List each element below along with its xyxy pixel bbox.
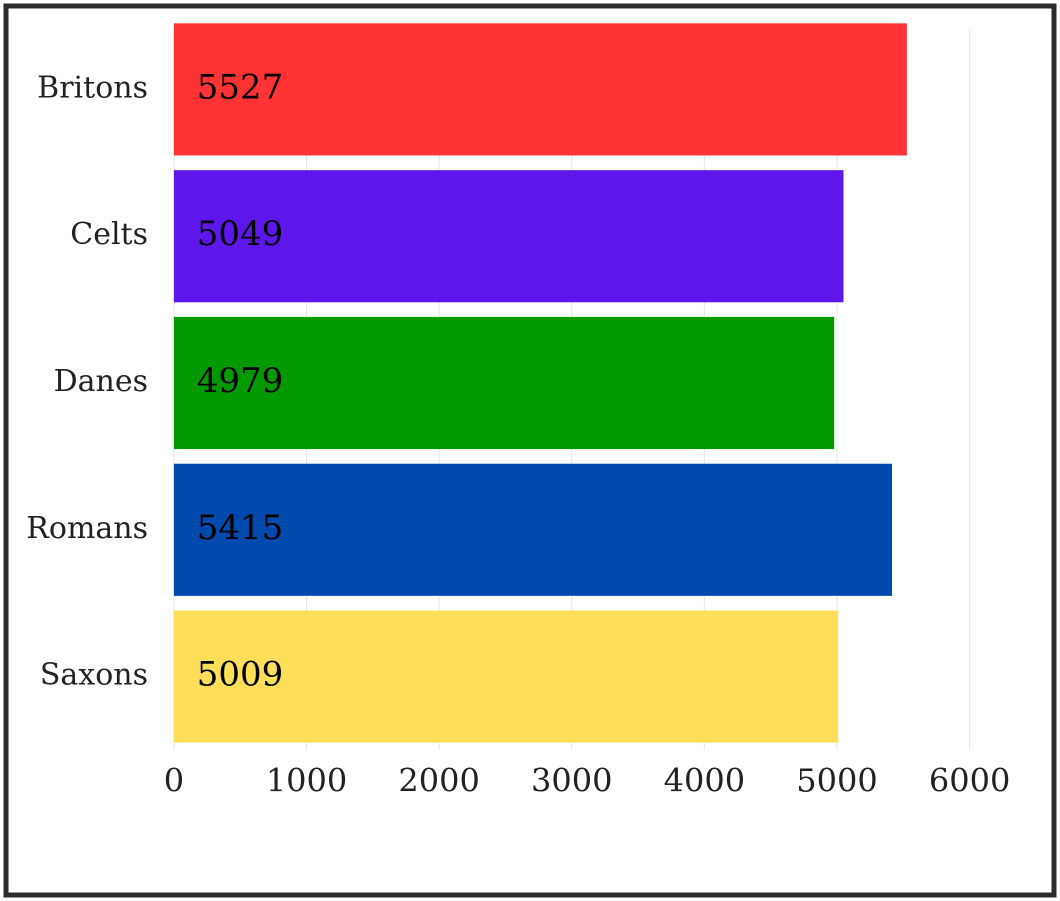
bar (173, 170, 844, 303)
bar (173, 610, 839, 743)
x-tick-label: 0 (164, 762, 184, 800)
value-label: 4979 (197, 361, 284, 401)
category-label: Celts (70, 217, 148, 252)
x-tick-label: 6000 (929, 762, 1010, 800)
x-tick-label: 5000 (796, 762, 877, 800)
x-tick-label: 1000 (266, 762, 347, 800)
category-label: Romans (26, 511, 148, 546)
value-label: 5009 (197, 655, 284, 695)
value-label: 5049 (197, 214, 284, 254)
bar (173, 463, 893, 596)
bar (173, 316, 835, 450)
category-label: Danes (54, 364, 148, 399)
category-label: Britons (37, 70, 148, 105)
x-tick-label: 3000 (531, 762, 612, 800)
x-tick-label: 2000 (398, 762, 479, 800)
category-label: Saxons (40, 658, 148, 693)
bar (173, 23, 907, 156)
value-label: 5527 (197, 67, 284, 107)
value-label: 5415 (197, 508, 284, 548)
x-tick-label: 4000 (664, 762, 745, 800)
